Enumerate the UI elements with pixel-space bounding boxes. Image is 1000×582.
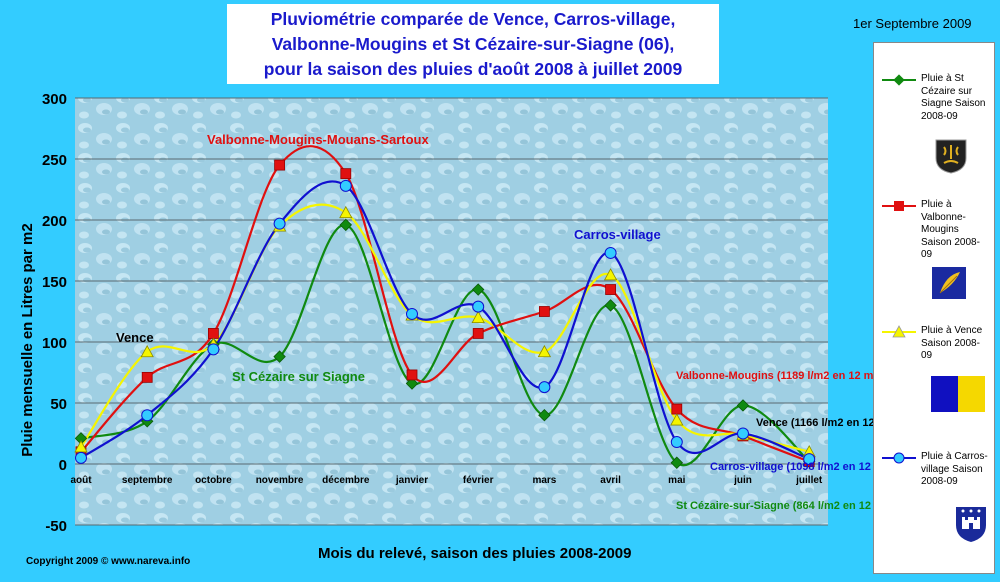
y-tick-label: 200 xyxy=(42,213,67,230)
date-label: 1er Septembre 2009 xyxy=(853,16,972,31)
chart-title-box: Pluviométrie comparée de Vence, Carros-v… xyxy=(227,4,719,84)
x-tick-labels: août septembre octobre novembre décembre janv… xyxy=(70,475,822,486)
data-point-valbonne xyxy=(539,306,550,317)
copyright-label: Copyright 2009 © www.nareva.info xyxy=(26,556,191,567)
data-point-st-cezaire xyxy=(471,283,485,296)
data-point-st-cezaire xyxy=(273,350,286,363)
vence-blue-yellow-flag-icon xyxy=(931,376,985,412)
data-point-carros xyxy=(273,217,286,230)
data-point-valbonne xyxy=(141,371,153,383)
carros-castle-shield-icon xyxy=(956,507,986,542)
annotation-valbonne-total: Valbonne-Mougins (1189 l/m2 en 12 mois) xyxy=(676,370,893,382)
x-tick-label: octobre xyxy=(195,475,232,486)
data-point-valbonne xyxy=(340,168,352,180)
data-point-st-cezaire xyxy=(339,218,353,232)
data-point-vence xyxy=(603,268,618,281)
x-tick-label: mai xyxy=(668,475,685,486)
annotation-vence-name: Vence xyxy=(116,330,154,345)
data-point-st-cezaire xyxy=(604,299,617,312)
legend: Pluie à St Cézaire sur Siagne Saison 200… xyxy=(873,42,995,574)
chart-title-line-2: Valbonne-Mougins et St Cézaire-sur-Siagn… xyxy=(271,34,675,54)
valbonne-feather-flag-icon xyxy=(932,267,966,299)
annotation-st-cezaire-name: St Cézaire sur Siagne xyxy=(232,369,365,384)
annotation-valbonne-name: Valbonne-Mougins-Mouans-Sartoux xyxy=(207,132,429,147)
data-point-carros xyxy=(538,381,551,394)
data-point-valbonne xyxy=(406,369,418,381)
x-tick-label: juillet xyxy=(795,475,823,486)
chart-title-line-1: Pluviométrie comparée de Vence, Carros-v… xyxy=(270,9,676,29)
legend-label-st-cezaire: Pluie à St Cézaire sur Siagne Saison 200… xyxy=(921,73,986,122)
data-point-carros xyxy=(75,451,87,464)
data-point-valbonne xyxy=(207,328,219,339)
legend-label-carros: Pluie à Carros-village Saison 2008-09 xyxy=(921,451,988,488)
y-tick-labels: -50 0 50 100 150 200 250 300 xyxy=(42,91,67,535)
data-point-st-cezaire xyxy=(736,399,750,412)
data-point-vence xyxy=(537,344,552,358)
legend-swatch-valbonne xyxy=(882,201,916,211)
data-point-carros xyxy=(737,427,749,440)
data-point-carros xyxy=(207,343,220,356)
data-point-carros xyxy=(141,409,154,422)
y-tick-label: -50 xyxy=(45,518,67,535)
data-point-carros xyxy=(670,436,683,449)
series-markers xyxy=(74,159,816,470)
data-point-valbonne xyxy=(605,284,616,295)
data-point-st-cezaire xyxy=(74,432,88,445)
data-point-st-cezaire xyxy=(405,377,419,390)
y-tick-label: 50 xyxy=(50,396,67,413)
y-tick-label: 100 xyxy=(42,335,67,352)
annotation-carros-total: Carros-village (1098 l/m2 en 12 mois) xyxy=(710,461,904,473)
data-point-vence xyxy=(471,310,485,324)
annotation-vence-total: Vence (1166 l/m2 en 12 mois) xyxy=(756,417,907,429)
y-axis-label: Pluie mensuelle en Litres par m2 xyxy=(19,223,36,456)
x-tick-label: août xyxy=(70,475,92,486)
x-tick-label: novembre xyxy=(256,475,304,486)
data-point-st-cezaire xyxy=(538,408,551,422)
x-tick-label: février xyxy=(463,475,494,486)
data-point-vence xyxy=(140,344,154,358)
grid-lines xyxy=(75,97,828,526)
y-tick-label: 150 xyxy=(42,274,67,291)
y-tick-label: 0 xyxy=(59,457,67,474)
legend-label-valbonne: Pluie à Valbonne-Mougins Saison 2008-09 xyxy=(921,199,980,261)
annotation-carros-name: Carros-village xyxy=(574,227,661,242)
data-point-carros xyxy=(604,246,617,259)
x-tick-label: avril xyxy=(600,475,621,486)
annotation-st-cezaire-total: St Cézaire-sur-Siagne (864 l/m2 en 12 mo… xyxy=(676,500,904,512)
data-point-valbonne xyxy=(472,328,484,339)
y-tick-label: 250 xyxy=(42,152,67,169)
x-tick-label: juin xyxy=(733,475,752,486)
y-tick-label: 300 xyxy=(42,91,67,108)
data-point-valbonne xyxy=(671,403,683,415)
chart-title-line-3: pour la saison des pluies d'août 2008 à … xyxy=(263,59,683,79)
st-cezaire-coat-of-arms-icon xyxy=(935,139,967,174)
x-tick-label: décembre xyxy=(322,475,370,486)
data-point-valbonne xyxy=(274,159,286,171)
data-point-carros xyxy=(339,179,352,192)
legend-swatch-st-cezaire xyxy=(882,74,916,86)
x-tick-label: janvier xyxy=(395,475,428,486)
data-point-carros xyxy=(803,453,816,466)
data-point-st-cezaire xyxy=(670,456,684,470)
data-point-carros xyxy=(472,300,485,313)
x-tick-label: septembre xyxy=(122,475,173,486)
data-point-carros xyxy=(406,307,418,320)
plot-area xyxy=(75,98,828,525)
x-tick-label: mars xyxy=(532,475,556,486)
legend-swatch-vence xyxy=(882,325,916,338)
data-point-vence xyxy=(670,413,684,426)
legend-label-vence: Pluie à Vence Saison 2008-09 xyxy=(921,325,983,362)
data-point-vence xyxy=(339,205,353,219)
legend-swatch-carros xyxy=(882,452,916,464)
x-axis-label: Mois du relevé, saison des pluies 2008-2… xyxy=(318,545,632,562)
